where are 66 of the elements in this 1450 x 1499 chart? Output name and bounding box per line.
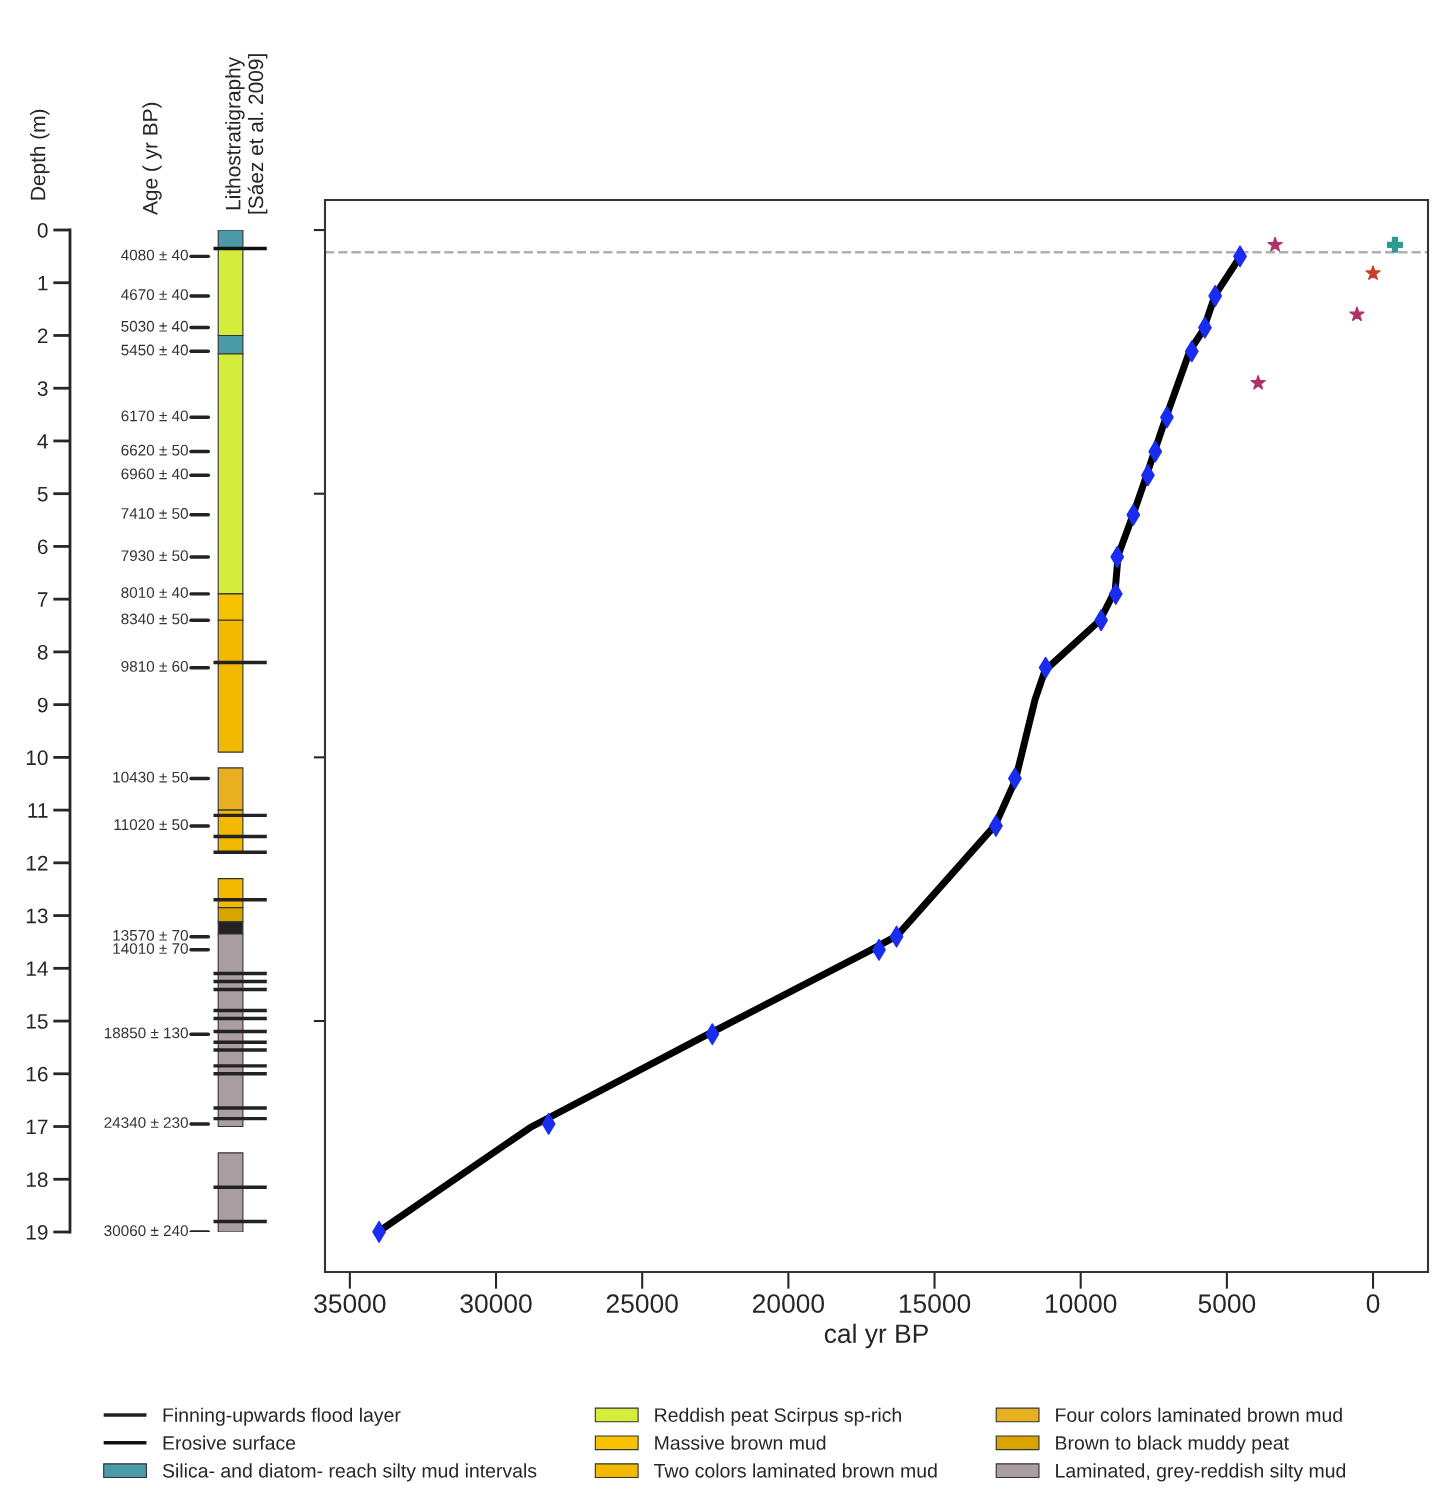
annotation: 5030 ± 40	[121, 320, 188, 332]
point	[1349, 306, 1365, 322]
x-tick-label: 20000	[753, 1294, 825, 1313]
y-tick-label: 2	[37, 328, 48, 344]
legend-label: Laminated, grey-reddish silty mud	[1056, 1463, 1346, 1482]
y-axis-title: Depth (m)	[30, 109, 50, 200]
point	[1386, 236, 1403, 253]
x-tick-label: 10000	[1046, 1294, 1117, 1313]
point	[1267, 236, 1283, 252]
y-tick-label: 10	[26, 750, 48, 766]
x-tick-label: 30000	[460, 1294, 532, 1313]
legend-label: Reddish peat Scirpus sp-rich	[655, 1407, 901, 1426]
text: Lithostratigraphy [Sáez et al. 2009]	[225, 54, 268, 214]
y-tick-label: 18	[26, 1172, 48, 1188]
annotation: 8340 ± 50	[121, 613, 188, 625]
y-tick-label: 0	[37, 223, 48, 238]
annotation: 6960 ± 40	[121, 468, 188, 480]
point	[1250, 374, 1266, 390]
y-tick-label: 7	[37, 592, 48, 607]
y-tick-label: 6	[37, 539, 48, 555]
annotation: 9810 ± 60	[121, 661, 188, 672]
annotation: 13570 ± 70	[113, 929, 188, 941]
text: Age ( yr BP)	[142, 102, 162, 215]
y-tick-label: 8	[37, 644, 48, 660]
y-tick-label: 9	[37, 697, 48, 713]
legend-label: Erosive surface	[163, 1435, 296, 1450]
y-tick-label: 15	[26, 1014, 48, 1029]
point	[1365, 265, 1381, 280]
annotation: 14010 ± 70	[113, 943, 188, 954]
x-tick-label: 0	[1366, 1294, 1380, 1313]
y-tick-label: 3	[37, 381, 48, 396]
x-tick-label: 15000	[899, 1294, 971, 1313]
annotation: 11020 ± 50	[114, 819, 188, 831]
legend-label: Silica- and diatom- reach silty mud intervals	[162, 1463, 537, 1482]
annotation: 6170 ± 40	[121, 410, 188, 422]
y-tick-label: 13	[26, 908, 48, 924]
x-axis-title: cal yr BP	[824, 1323, 928, 1349]
y-tick-label: 16	[26, 1066, 48, 1082]
y-tick-label: 19	[26, 1225, 48, 1240]
annotation: 6620 ± 50	[121, 444, 188, 456]
annotation: 24340 ± 230	[104, 1117, 188, 1128]
legend-label: Brown to black muddy peat	[1056, 1435, 1289, 1454]
y-tick-label: 5	[37, 486, 48, 502]
legend-label: Four colors laminated brown mud	[1056, 1407, 1342, 1422]
x-tick-label: 35000	[314, 1294, 386, 1313]
annotation: 5450 ± 40	[121, 344, 188, 356]
y-tick-label: 17	[26, 1119, 48, 1135]
y-tick-label: 1	[38, 275, 48, 291]
annotation: 10430 ± 50	[113, 771, 188, 783]
annotation: 7930 ± 50	[121, 550, 188, 562]
annotation: 8010 ± 40	[121, 587, 188, 598]
annotation: 4080 ± 40	[121, 249, 188, 261]
y-tick-label: 14	[26, 961, 48, 976]
annotation: 7410 ± 50	[121, 508, 188, 519]
annotation: 30060 ± 240	[104, 1225, 188, 1237]
legend-label: Massive brown mud	[655, 1435, 826, 1450]
annotation: 4670 ± 40	[121, 289, 188, 301]
annotation: 18850 ± 130	[104, 1027, 188, 1039]
y-tick-label: 11	[28, 803, 48, 818]
x-tick-label: 5000	[1198, 1294, 1256, 1313]
x-tick-label: 25000	[606, 1294, 678, 1313]
bar	[217, 1152, 244, 1232]
y-tick-label: 4	[37, 434, 48, 449]
legend-label: Finning-upwards flood layer	[163, 1407, 401, 1426]
legend-label: Two colors laminated brown mud	[654, 1463, 937, 1478]
y-tick-label: 12	[26, 855, 48, 871]
